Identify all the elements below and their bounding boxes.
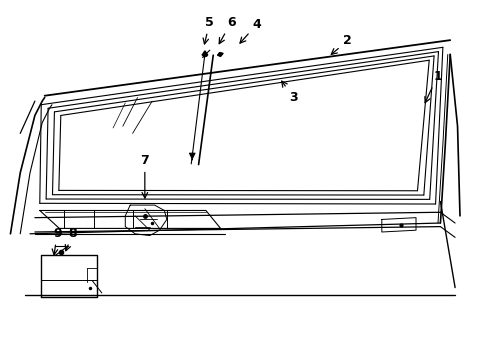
Text: 8: 8: [65, 226, 77, 251]
Text: 9: 9: [52, 226, 62, 255]
Polygon shape: [218, 53, 223, 56]
Text: 6: 6: [219, 16, 236, 44]
Text: 1: 1: [425, 69, 442, 103]
Polygon shape: [202, 51, 208, 55]
Text: 3: 3: [282, 81, 298, 104]
Text: 5: 5: [203, 16, 214, 44]
Text: 7: 7: [141, 154, 149, 198]
Text: 2: 2: [331, 34, 352, 54]
Text: 4: 4: [240, 18, 262, 43]
